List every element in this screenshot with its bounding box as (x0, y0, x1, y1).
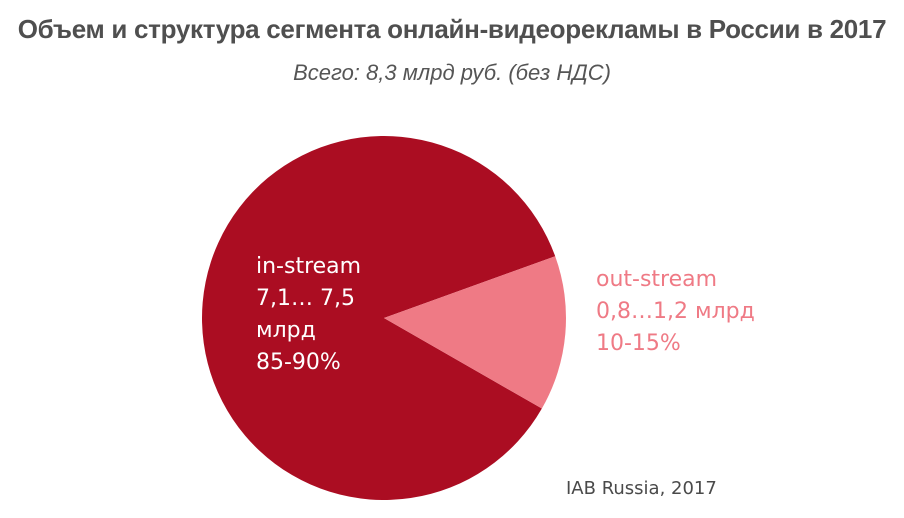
source-note: IAB Russia, 2017 (566, 478, 717, 499)
in-stream-value: 7,1… 7,5 (256, 286, 355, 311)
out-stream-name: out-stream (596, 267, 718, 292)
in-stream-share: 85-90% (256, 350, 341, 375)
in-stream-label: in-stream 7,1… 7,5 млрд 85-90% (256, 251, 361, 379)
out-stream-label: out-stream 0,8…1,2 млрд 10-15% (596, 264, 755, 360)
pie-slice-in-stream (202, 135, 556, 500)
pie-slice-out-stream (384, 256, 567, 409)
chart-title: Объем и структура сегмента онлайн-видеор… (17, 14, 887, 44)
in-stream-name: in-stream (256, 254, 362, 279)
chart-subtitle: Всего: 8,3 млрд руб. (без НДС) (293, 60, 611, 85)
in-stream-unit: млрд (256, 318, 316, 343)
out-stream-share: 10-15% (596, 331, 681, 356)
out-stream-value: 0,8…1,2 млрд (596, 299, 755, 324)
